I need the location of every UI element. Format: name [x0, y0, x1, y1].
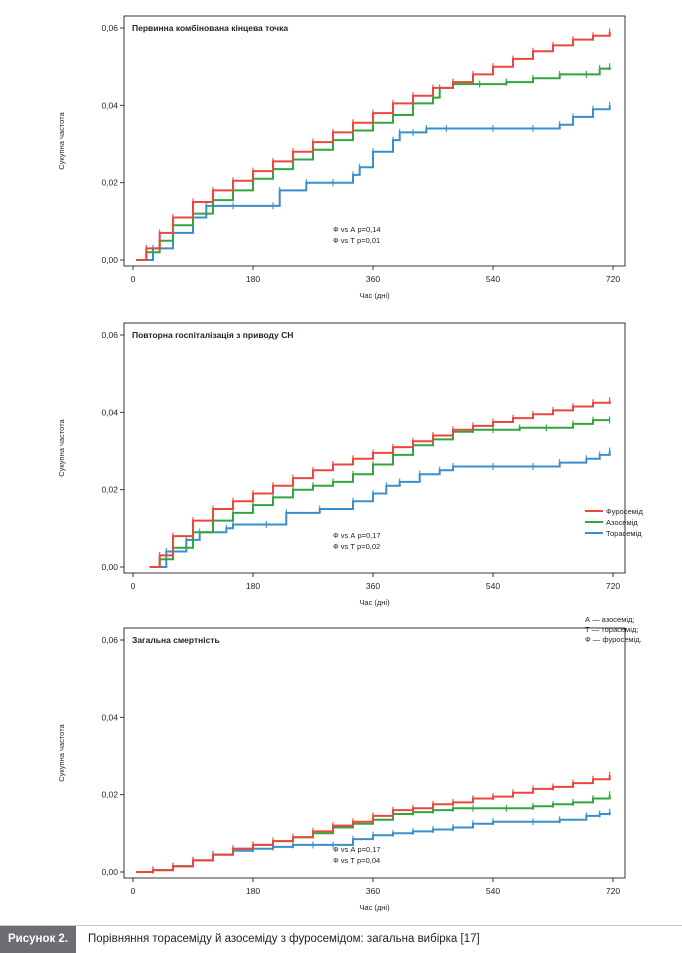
y-axis-label: Сукупна частота: [57, 111, 66, 169]
legend-label: Азосемід: [606, 518, 638, 527]
p-value-annotation: Ф vs Т p=0,02: [333, 542, 380, 551]
plot-frame: [123, 15, 626, 267]
x-tick-label: 0: [131, 274, 136, 284]
chart-title: Первинна комбінована кінцева точка: [132, 23, 288, 33]
x-tick-label: 720: [606, 274, 620, 284]
p-value-annotation: Ф vs А p=0,14: [333, 225, 381, 234]
chart-title: Повторна госпіталізація з приводу СН: [132, 330, 293, 340]
abbreviation-note: А — азосемід;: [585, 615, 635, 624]
x-tick-label: 360: [366, 886, 380, 896]
abbreviation-note: Т — торасемід;: [585, 625, 638, 634]
x-tick-label: 540: [486, 581, 500, 591]
p-value-annotation: Ф vs Т p=0,01: [333, 236, 380, 245]
x-tick-label: 720: [606, 886, 620, 896]
p-value-annotation: Ф vs А p=0,17: [333, 531, 381, 540]
chart-title: Загальна смертність: [132, 635, 220, 645]
y-tick-label: 0,00: [101, 255, 118, 265]
y-axis-label: Сукупна частота: [57, 418, 66, 476]
y-tick-label: 0,02: [101, 485, 118, 495]
x-tick-label: 360: [366, 274, 380, 284]
chart-panel-1: Первинна комбінована кінцева точка 0,00 0,…: [57, 15, 626, 300]
p-value-annotation: Ф vs А p=0,17: [333, 845, 381, 854]
abbreviation-note: Ф — фуросемід.: [585, 635, 642, 644]
plot-frame: [123, 322, 626, 574]
caption-text: Порівняння торасеміду й азосеміду з фуро…: [88, 933, 480, 945]
legend-label: Торасемід: [606, 529, 642, 538]
x-tick-label: 180: [246, 886, 260, 896]
series-furosemide: [149, 397, 611, 568]
chart-panel-2: Повторна госпіталізація з приводу СН 0,00…: [57, 322, 626, 607]
legend-label: Фуросемід: [606, 507, 643, 516]
series-line-azosemide: [149, 419, 610, 568]
y-tick-label: 0,02: [101, 178, 118, 188]
x-tick-label: 180: [246, 274, 260, 284]
x-tick-label: 540: [486, 886, 500, 896]
p-value-annotation: Ф vs Т p=0,04: [333, 856, 380, 865]
chart-panel-3: Загальна смертність 0,00 0,02 0,04 0,06 0 180 3…: [57, 627, 626, 912]
y-tick-label: 0,00: [101, 562, 118, 572]
series-furosemide: [136, 771, 611, 874]
x-tick-label: 180: [246, 581, 260, 591]
x-axis-label: Час (дні): [359, 291, 390, 300]
y-axis-label: Сукупна частота: [57, 723, 66, 781]
y-tick-label: 0,06: [101, 23, 118, 33]
x-tick-label: 540: [486, 274, 500, 284]
y-tick-label: 0,02: [101, 790, 118, 800]
series-furosemide: [136, 28, 611, 261]
x-axis-label: Час (дні): [359, 903, 390, 912]
legend: Фуросемід Азосемід Торасемід: [585, 507, 643, 538]
y-tick-label: 0,06: [101, 330, 118, 340]
y-tick-label: 0,04: [101, 100, 118, 110]
x-tick-label: 0: [131, 886, 136, 896]
y-tick-label: 0,06: [101, 635, 118, 645]
y-tick-label: 0,00: [101, 867, 118, 877]
x-axis-label: Час (дні): [359, 598, 390, 607]
abbreviation-notes: А — азосемід;Т — торасемід;Ф — фуросемід…: [585, 615, 642, 644]
x-tick-label: 360: [366, 581, 380, 591]
caption-label: Рисунок 2.: [0, 926, 76, 953]
y-tick-label: 0,04: [101, 407, 118, 417]
x-tick-label: 720: [606, 581, 620, 591]
x-tick-label: 0: [131, 581, 136, 591]
plot-frame: [123, 627, 626, 879]
y-tick-label: 0,04: [101, 712, 118, 722]
figure-caption: Рисунок 2. Порівняння торасеміду й азосе…: [0, 925, 682, 953]
